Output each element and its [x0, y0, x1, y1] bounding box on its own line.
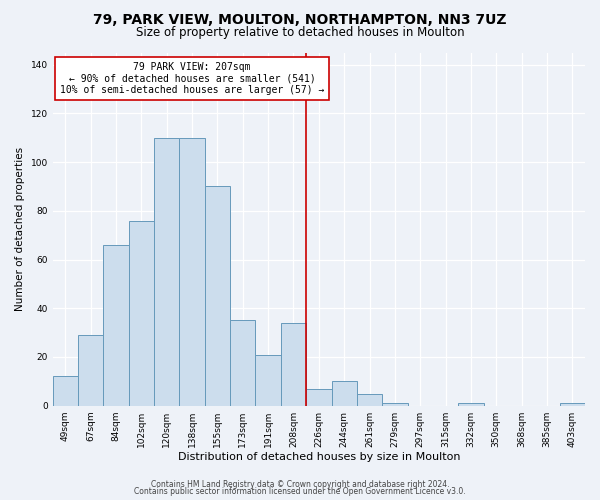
Bar	[458, 404, 484, 406]
Text: Contains HM Land Registry data © Crown copyright and database right 2024.: Contains HM Land Registry data © Crown c…	[151, 480, 449, 489]
Bar	[230, 320, 256, 406]
Bar	[357, 394, 382, 406]
X-axis label: Distribution of detached houses by size in Moulton: Distribution of detached houses by size …	[178, 452, 460, 462]
Bar	[205, 186, 230, 406]
Bar	[281, 323, 306, 406]
Bar	[382, 404, 407, 406]
Bar	[560, 404, 585, 406]
Bar	[154, 138, 179, 406]
Text: Size of property relative to detached houses in Moulton: Size of property relative to detached ho…	[136, 26, 464, 39]
Bar	[256, 354, 281, 406]
Bar	[53, 376, 78, 406]
Bar	[129, 220, 154, 406]
Bar	[332, 382, 357, 406]
Y-axis label: Number of detached properties: Number of detached properties	[15, 147, 25, 311]
Bar	[179, 138, 205, 406]
Text: 79 PARK VIEW: 207sqm
← 90% of detached houses are smaller (541)
10% of semi-deta: 79 PARK VIEW: 207sqm ← 90% of detached h…	[60, 62, 324, 96]
Text: 79, PARK VIEW, MOULTON, NORTHAMPTON, NN3 7UZ: 79, PARK VIEW, MOULTON, NORTHAMPTON, NN3…	[93, 12, 507, 26]
Bar	[103, 245, 129, 406]
Text: Contains public sector information licensed under the Open Government Licence v3: Contains public sector information licen…	[134, 488, 466, 496]
Bar	[78, 335, 103, 406]
Bar	[306, 388, 332, 406]
